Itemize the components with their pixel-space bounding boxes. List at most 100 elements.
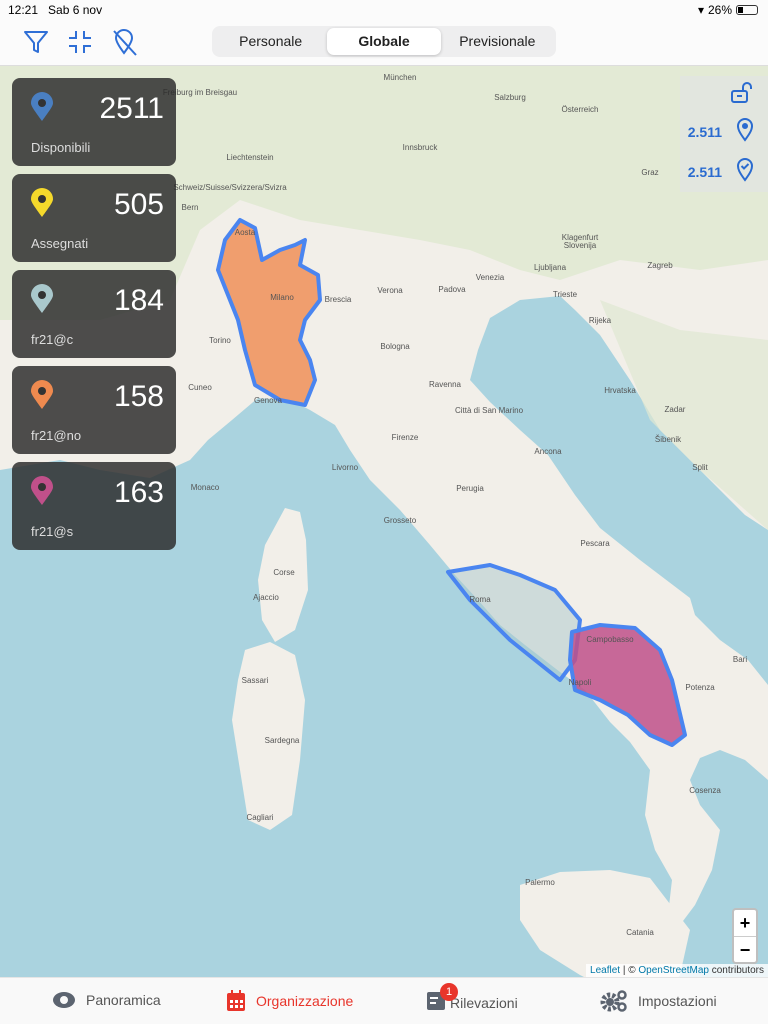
- map-label: Sassari: [242, 676, 269, 685]
- lock-open-icon[interactable]: [730, 82, 754, 104]
- total-count: 2.511: [687, 124, 722, 140]
- calendar-icon: [227, 990, 245, 1011]
- stat-label: fr21@no: [31, 428, 82, 443]
- battery-percent: 26%: [707, 3, 732, 17]
- map-label: Innsbruck: [403, 143, 439, 152]
- map-label: Firenze: [392, 433, 419, 442]
- map-label: Corse: [273, 568, 295, 577]
- tab-rilevazioni[interactable]: 1 Rilevazioni: [426, 983, 518, 1015]
- map-label: Zadar: [665, 405, 686, 414]
- stat-card-fr21-s[interactable]: 163 fr21@s: [12, 462, 176, 550]
- map-label: Österreich: [562, 105, 599, 114]
- map-label: Zagreb: [647, 261, 673, 270]
- map-pin-icon: [31, 380, 53, 409]
- map-label: Cosenza: [689, 786, 721, 795]
- balkan-green: [600, 300, 768, 530]
- region-lazio: [446, 563, 582, 682]
- stat-card-assegnati[interactable]: 505 Assegnati: [12, 174, 176, 262]
- map-label: Aosta: [235, 228, 256, 237]
- stat-card-fr21-no[interactable]: 158 fr21@no: [12, 366, 176, 454]
- battery-icon: [736, 5, 758, 15]
- survey-icon-wrap: 1: [426, 983, 458, 1015]
- region-north: [216, 218, 322, 407]
- status-time: 12:21 Sab 6 nov: [8, 3, 103, 17]
- map-label: München: [384, 73, 417, 82]
- gears-icon: [600, 990, 627, 1012]
- stat-value: 184: [113, 284, 164, 317]
- map-label: Perugia: [456, 484, 484, 493]
- tab-organizzazione[interactable]: Organizzazione: [226, 990, 353, 1012]
- stat-value: 163: [113, 476, 164, 509]
- map-label: Graz: [641, 168, 658, 177]
- tab-label: Impostazioni: [638, 993, 717, 1009]
- stat-card-fr21-c[interactable]: 184 fr21@c: [12, 270, 176, 358]
- zoom-control: + −: [732, 908, 758, 964]
- map-label: Klagenfurt: [562, 233, 599, 242]
- map-label: Milano: [270, 293, 294, 302]
- map-label: Trieste: [553, 290, 578, 299]
- zoom-in-button[interactable]: +: [739, 913, 751, 933]
- segment-previsionale[interactable]: Previsionale: [459, 33, 536, 49]
- toolbar: Personale Globale Previsionale: [0, 20, 768, 66]
- view-segmented-control: Personale Globale Previsionale: [212, 26, 556, 57]
- map-label: Pescara: [580, 539, 610, 548]
- collapse-icon[interactable]: [66, 28, 94, 56]
- map-pin-icon: [31, 188, 53, 217]
- stat-label: Assegnati: [31, 236, 89, 251]
- map-label: Liechtenstein: [226, 153, 273, 162]
- tab-label: Rilevazioni: [450, 994, 518, 1011]
- stat-label: Disponibili: [31, 140, 91, 155]
- map-pin-check-icon: [736, 158, 754, 182]
- map-label: Ancona: [534, 447, 562, 456]
- map-label: Split: [692, 463, 708, 472]
- wifi-icon: ▾: [697, 3, 704, 17]
- segment-globale[interactable]: Globale: [327, 28, 441, 55]
- tab-bar: Panoramica Organizzazione 1 Rilevazioni …: [0, 977, 768, 1024]
- stat-value: 2511: [99, 92, 164, 125]
- stat-card-disponibili[interactable]: 2511 Disponibili: [12, 78, 176, 166]
- tab-label: Panoramica: [86, 992, 161, 1008]
- map-label: Verona: [377, 286, 403, 295]
- stat-value: 158: [113, 380, 164, 413]
- stat-value: 505: [113, 188, 164, 221]
- status-bar: 12:21 Sab 6 nov ▾ 26%: [0, 0, 768, 20]
- map-label: Potenza: [685, 683, 715, 692]
- map-label: Venezia: [476, 273, 505, 282]
- map-label: Sardegna: [265, 736, 300, 745]
- sardinia: [232, 642, 305, 830]
- map-label: Bern: [182, 203, 199, 212]
- map-label: Palermo: [525, 878, 555, 887]
- filter-icon[interactable]: [22, 28, 50, 56]
- map-attribution: Leaflet | © OpenStreetMap contributors: [586, 964, 768, 977]
- eye-icon: [53, 992, 75, 1008]
- map-label: Hrvatska: [604, 386, 636, 395]
- tab-impostazioni[interactable]: Impostazioni: [600, 990, 717, 1012]
- checked-count: 2.511: [687, 164, 722, 180]
- tab-panoramica[interactable]: Panoramica: [52, 990, 161, 1010]
- map-label: Città di San Marino: [455, 406, 524, 415]
- map-tiles: München Salzburg Österreich Innsbruck Liecht…: [0, 66, 768, 977]
- sicily: [520, 870, 690, 977]
- map-label: Genova: [254, 396, 283, 405]
- map-label: Grosseto: [384, 516, 417, 525]
- osm-link[interactable]: OpenStreetMap: [638, 965, 709, 976]
- tab-label: Organizzazione: [256, 993, 354, 1009]
- attribution-sep: | ©: [620, 965, 639, 976]
- map-label: Bari: [733, 655, 747, 664]
- location-off-icon[interactable]: [110, 28, 138, 56]
- notification-badge: 1: [440, 983, 458, 1001]
- status-right: ▾ 26%: [698, 3, 758, 17]
- segment-personale[interactable]: Personale: [239, 33, 303, 49]
- zoom-out-button[interactable]: −: [734, 936, 756, 962]
- map-label: Cagliari: [246, 813, 273, 822]
- map-pin-icon: [31, 476, 53, 505]
- map-label: Slovenija: [564, 241, 597, 250]
- map-label: Catania: [626, 928, 654, 937]
- map-summary-panel: 2.511 2.511: [680, 76, 768, 192]
- map-label: Monaco: [191, 483, 220, 492]
- alps-green: [0, 66, 768, 320]
- leaflet-link[interactable]: Leaflet: [590, 965, 621, 976]
- stat-label: fr21@c: [31, 332, 74, 347]
- map[interactable]: München Salzburg Österreich Innsbruck Liecht…: [0, 66, 768, 977]
- map-label: Campobasso: [586, 635, 634, 644]
